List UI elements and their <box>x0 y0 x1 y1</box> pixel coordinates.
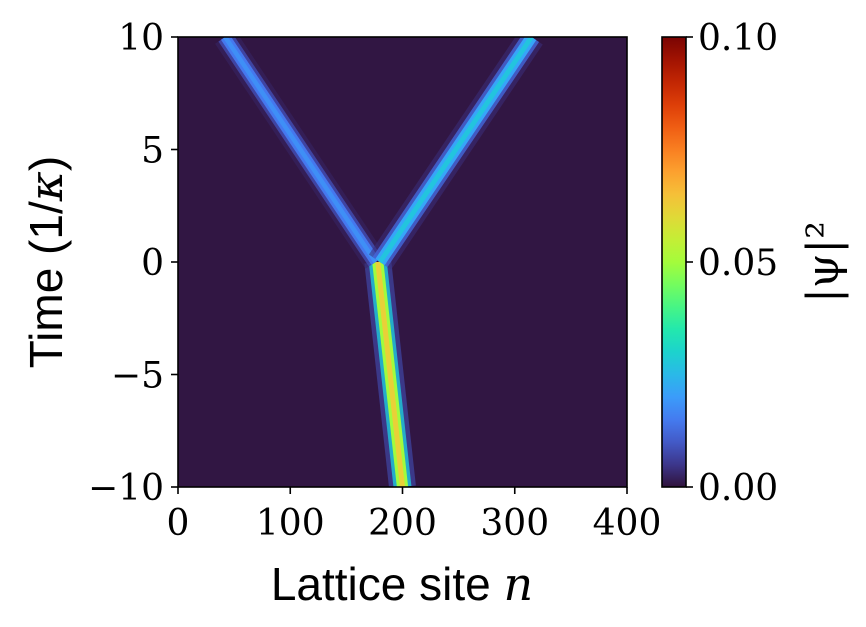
incoming-beam <box>364 260 416 487</box>
reflected-beam-layer <box>223 37 378 264</box>
colorbar-tick-label: 0.05 <box>698 243 778 284</box>
y-tick-label: 5 <box>141 131 164 172</box>
y-tick-label: 0 <box>141 243 164 284</box>
y-tick-label: 10 <box>118 18 164 59</box>
x-tick-label: 400 <box>593 503 662 544</box>
x-axis-ticks: 0 100 200 300 400 <box>167 487 662 544</box>
y-axis-ticks: −10 −5 0 5 10 <box>88 18 178 509</box>
x-tick-label: 100 <box>256 503 325 544</box>
y-axis-label: Time (1/κ) <box>19 156 73 368</box>
incoming-beam-layer <box>375 261 406 487</box>
reflected-beam <box>215 37 386 269</box>
y-tick-label: −5 <box>111 356 164 397</box>
transmitted-beam <box>368 37 543 270</box>
colorbar: 0.00 0.05 0.10 <box>661 18 778 509</box>
y-tick-label: −10 <box>88 468 164 509</box>
heatmap-plot-area <box>177 36 628 488</box>
x-tick-label: 0 <box>167 503 190 544</box>
x-axis-label: Lattice site n <box>271 557 533 611</box>
heatmap-beams <box>215 37 543 487</box>
colorbar-label: |ψ|² <box>798 221 849 303</box>
x-tick-label: 300 <box>480 503 549 544</box>
x-tick-label: 200 <box>368 503 437 544</box>
colorbar-tick-label: 0.10 <box>698 18 778 59</box>
transmitted-beam-layer <box>377 37 534 264</box>
colorbar-tick-label: 0.00 <box>698 468 778 509</box>
colorbar-bar <box>661 36 687 488</box>
